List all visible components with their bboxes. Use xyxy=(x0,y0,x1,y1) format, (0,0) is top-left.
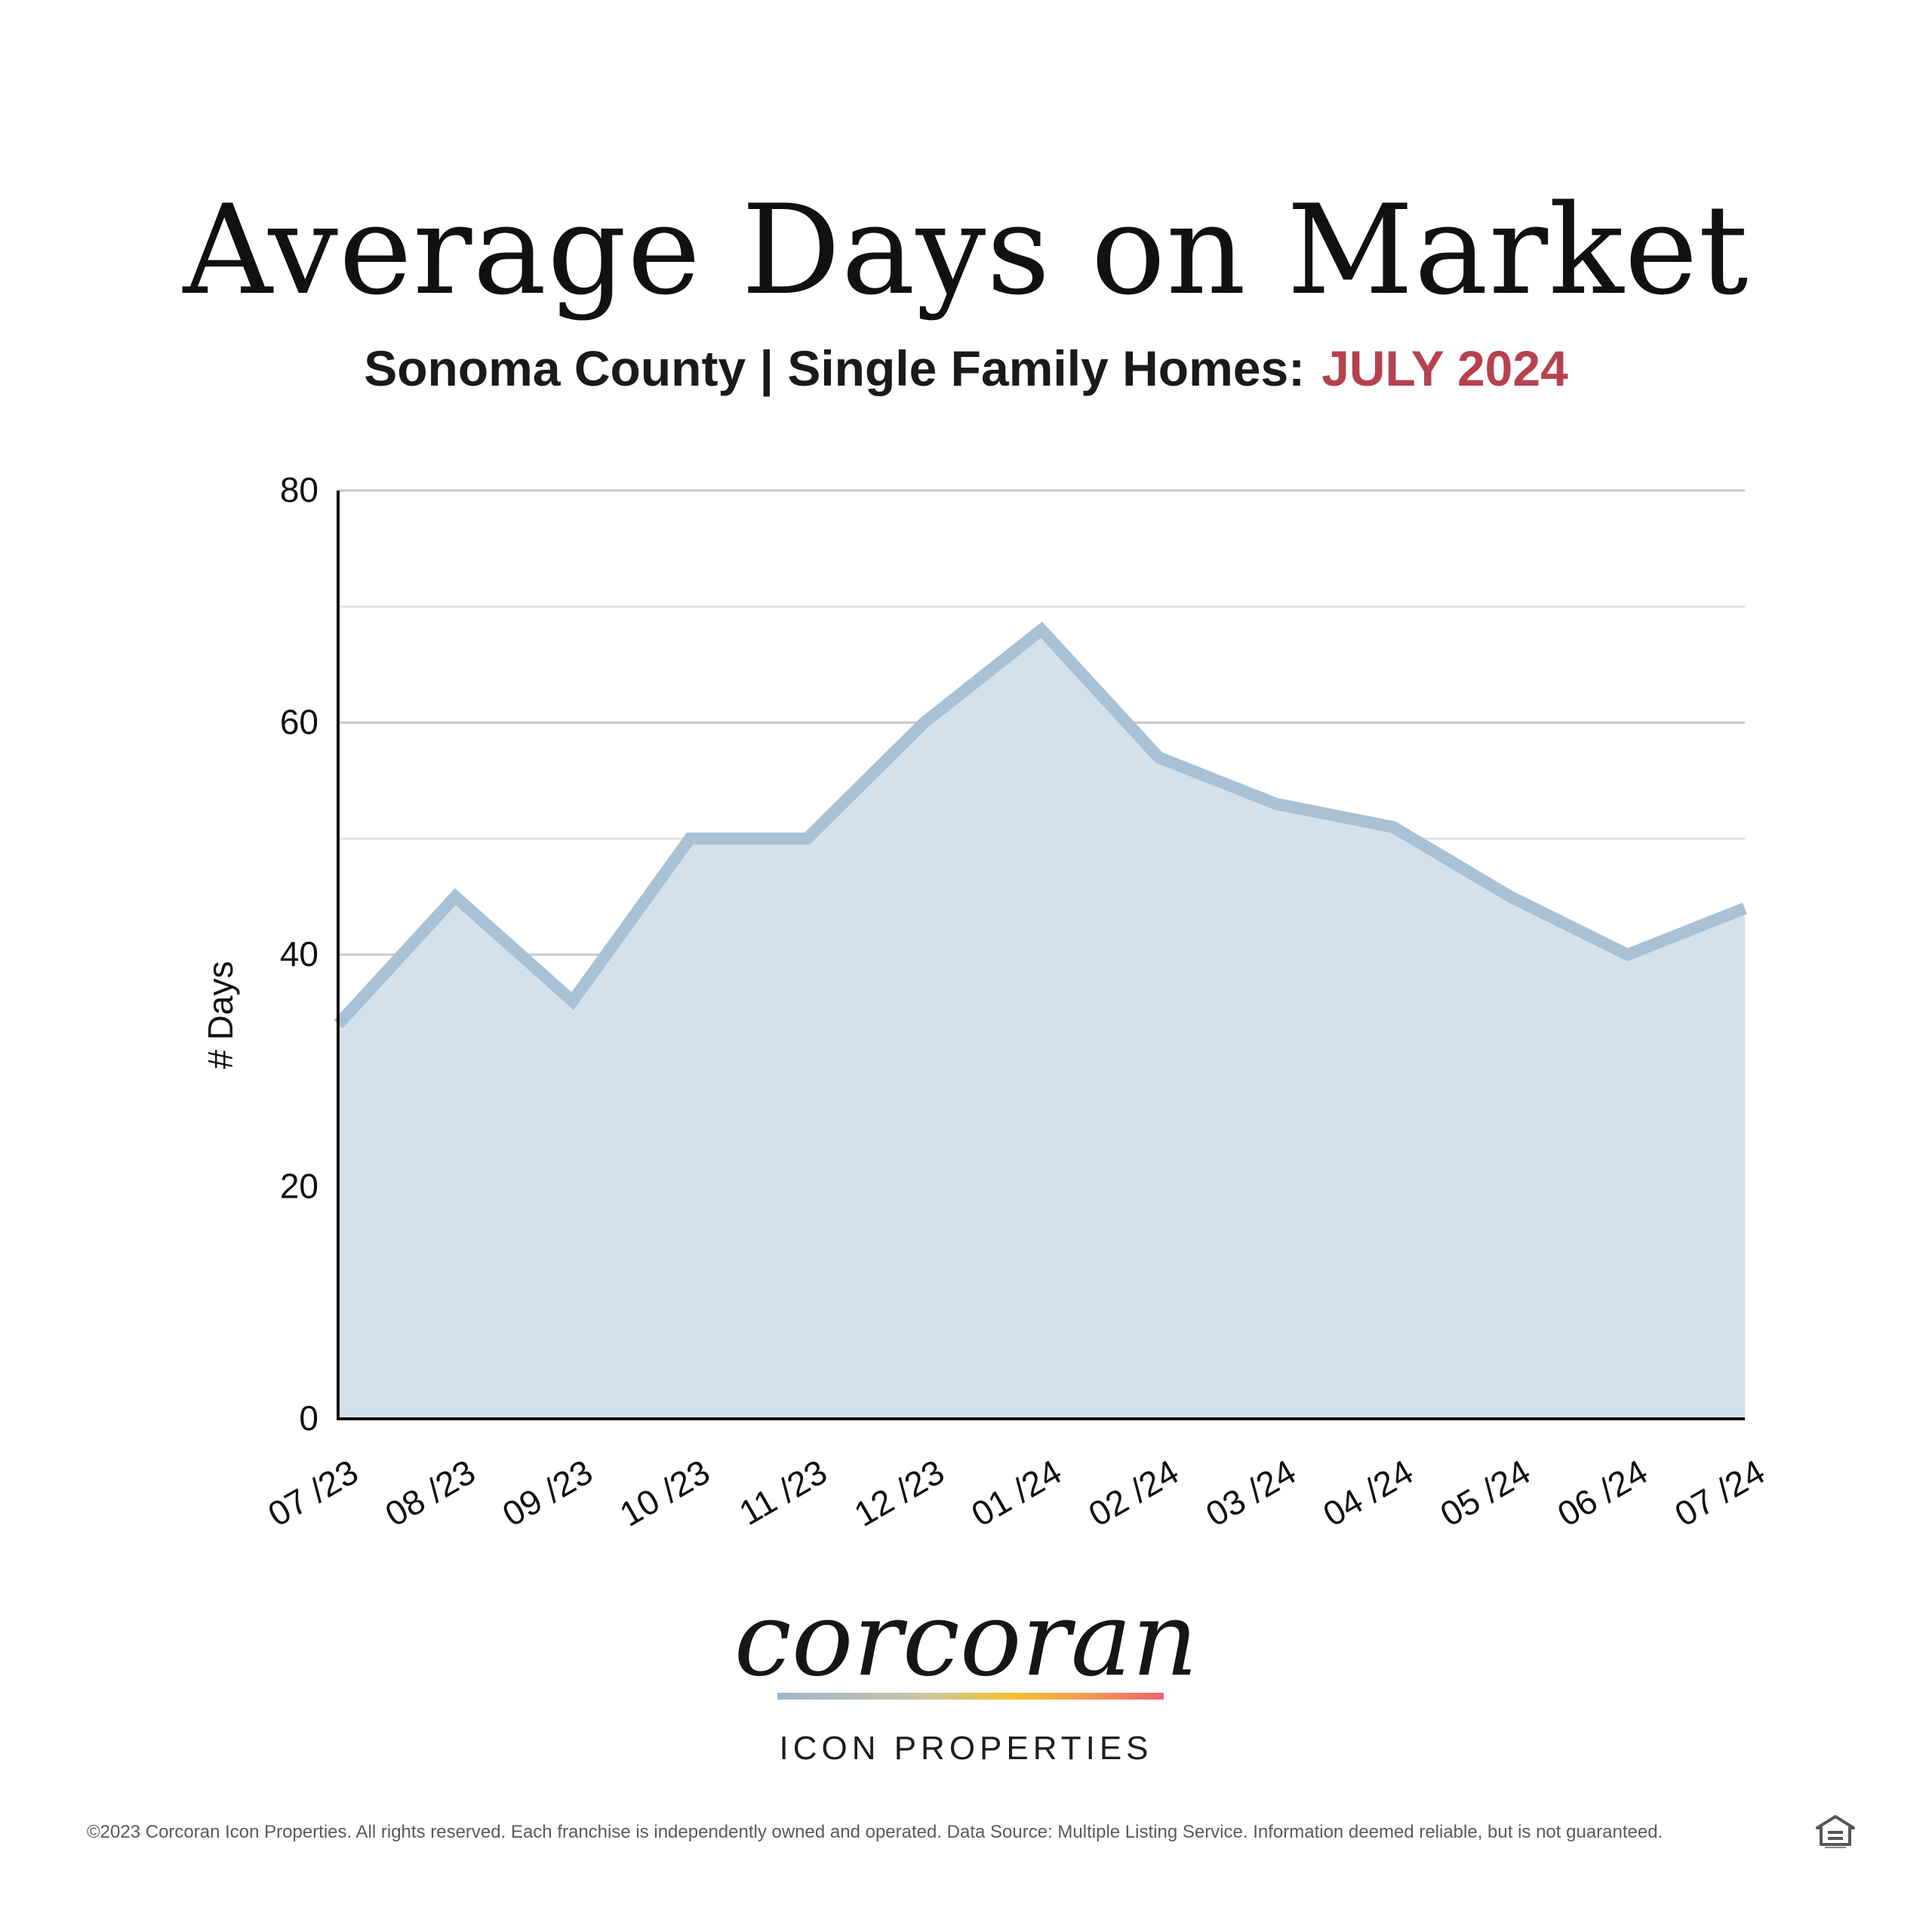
y-tick-label: 0 xyxy=(299,1398,318,1438)
subtitle-text: Sonoma County | Single Family Homes: xyxy=(364,340,1306,396)
y-tick-label: 80 xyxy=(280,470,318,509)
area-chart: 0 20 40 60 80 07 /23 08 /23 09 /23 10 /23 11 /23… xyxy=(201,470,1771,1534)
x-tick-label: 07 /23 xyxy=(261,1452,365,1534)
y-tick-label: 60 xyxy=(280,703,318,742)
x-tick-label: 07 /24 xyxy=(1668,1452,1771,1534)
axes xyxy=(337,491,1745,1420)
x-tick-label: 11 /23 xyxy=(733,1452,834,1533)
chart-title: Average Days on Market xyxy=(183,178,1749,322)
x-tick-label: 06 /24 xyxy=(1551,1452,1654,1534)
x-tick-label: 03 /24 xyxy=(1199,1452,1303,1534)
x-tick-label: 12 /23 xyxy=(848,1452,951,1534)
x-tick-label: 05 /24 xyxy=(1434,1452,1537,1534)
subtitle-date: JULY 2024 xyxy=(1321,340,1568,396)
y-tick-label: 40 xyxy=(280,934,318,974)
logo-tagline: ICON PROPERTIES xyxy=(779,1730,1153,1767)
x-tick-label: 08 /23 xyxy=(379,1452,482,1534)
equal-housing-icon xyxy=(1816,1815,1855,1848)
x-tick-label: 09 /23 xyxy=(496,1452,599,1534)
footer-disclaimer: ©2023 Corcoran Icon Properties. All righ… xyxy=(87,1822,1663,1842)
area-fill xyxy=(338,629,1745,1419)
x-tick-label: 10 /23 xyxy=(613,1452,716,1534)
x-tick-label: 02 /24 xyxy=(1082,1452,1186,1534)
y-tick-label: 20 xyxy=(280,1167,318,1206)
x-tick-labels: 07 /23 08 /23 09 /23 10 /23 11 /23 12 /23 01 /… xyxy=(261,1452,1771,1534)
y-axis-label: # Days xyxy=(201,961,240,1069)
chart-subtitle: Sonoma County | Single Family Homes: JULY… xyxy=(0,343,1932,393)
logo-gradient-bar xyxy=(777,1693,1164,1700)
corcoran-logo: corcoran xyxy=(734,1580,1198,1700)
x-tick-label: 04 /24 xyxy=(1316,1452,1420,1534)
y-tick-labels: 0 20 40 60 80 xyxy=(280,470,318,1438)
x-tick-label: 01 /24 xyxy=(964,1452,1068,1534)
